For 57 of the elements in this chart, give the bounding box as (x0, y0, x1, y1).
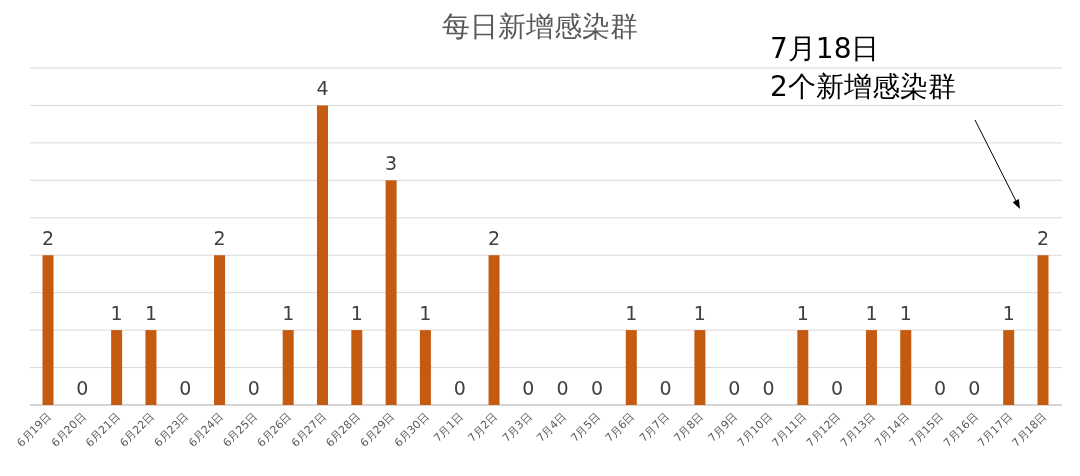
data-label: 1 (796, 302, 809, 325)
data-label: 0 (831, 377, 844, 399)
bar (865, 330, 877, 405)
x-tick-label: 7月6日 (602, 409, 638, 445)
data-label: 2 (41, 227, 55, 250)
data-label: 3 (385, 152, 398, 175)
bar (214, 255, 226, 405)
data-label: 1 (144, 302, 157, 325)
data-label: 0 (247, 377, 260, 399)
bar (282, 330, 294, 405)
bar (694, 330, 706, 405)
data-label: 0 (934, 377, 947, 399)
bar (488, 255, 500, 405)
data-label: 1 (625, 302, 638, 325)
x-tick-label: 7月3日 (499, 409, 535, 445)
data-label: 1 (350, 302, 363, 325)
data-label: 1 (865, 302, 878, 325)
bar (145, 330, 157, 405)
bar (385, 180, 397, 405)
data-label: 1 (693, 302, 706, 325)
data-label: 0 (762, 377, 775, 399)
bar (1037, 255, 1049, 405)
data-label: 1 (282, 302, 295, 325)
chart-title: 每日新增感染群 (442, 10, 638, 43)
bar (1003, 330, 1015, 405)
data-label: 2 (213, 227, 226, 250)
data-label: 0 (728, 377, 741, 399)
data-label: 2 (1036, 227, 1050, 250)
bar (797, 330, 809, 405)
data-label: 1 (1002, 302, 1015, 325)
data-label: 1 (110, 302, 123, 325)
data-label: 0 (522, 377, 535, 399)
data-label: 2 (487, 227, 501, 250)
data-label: 0 (556, 377, 569, 399)
x-tick-label: 7月8日 (671, 409, 707, 445)
data-label: 1 (419, 302, 432, 325)
data-label: 1 (899, 302, 912, 325)
annotation: 7月18日 2个新增感染群 (770, 32, 956, 103)
bar (625, 330, 637, 405)
data-label: 0 (179, 377, 192, 399)
x-tick-label: 7月1日 (431, 409, 466, 445)
data-label: 0 (590, 377, 604, 399)
x-tick-label: 7月5日 (568, 409, 604, 445)
bar (316, 105, 328, 405)
x-tick-label: 7月4日 (534, 409, 569, 445)
bar (42, 255, 54, 405)
data-label: 0 (76, 377, 89, 399)
x-tick-label: 7月2日 (465, 409, 501, 445)
data-label: 4 (316, 77, 329, 100)
data-label: 0 (453, 377, 466, 399)
bar (419, 330, 431, 405)
bar (351, 330, 363, 405)
x-tick-label: 7月7日 (637, 409, 672, 445)
bar (900, 330, 912, 405)
data-label: 0 (659, 377, 672, 399)
data-label: 0 (968, 377, 981, 399)
bar (111, 330, 123, 405)
